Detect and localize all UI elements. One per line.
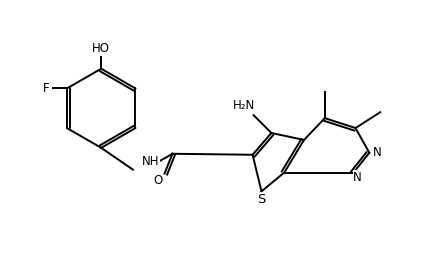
Text: HO: HO xyxy=(92,43,110,55)
Text: H₂N: H₂N xyxy=(232,99,255,112)
Text: F: F xyxy=(43,82,50,95)
Text: O: O xyxy=(153,174,162,187)
Text: NH: NH xyxy=(142,155,159,168)
Text: S: S xyxy=(257,193,266,206)
Text: N: N xyxy=(373,146,382,159)
Text: N: N xyxy=(353,171,362,184)
